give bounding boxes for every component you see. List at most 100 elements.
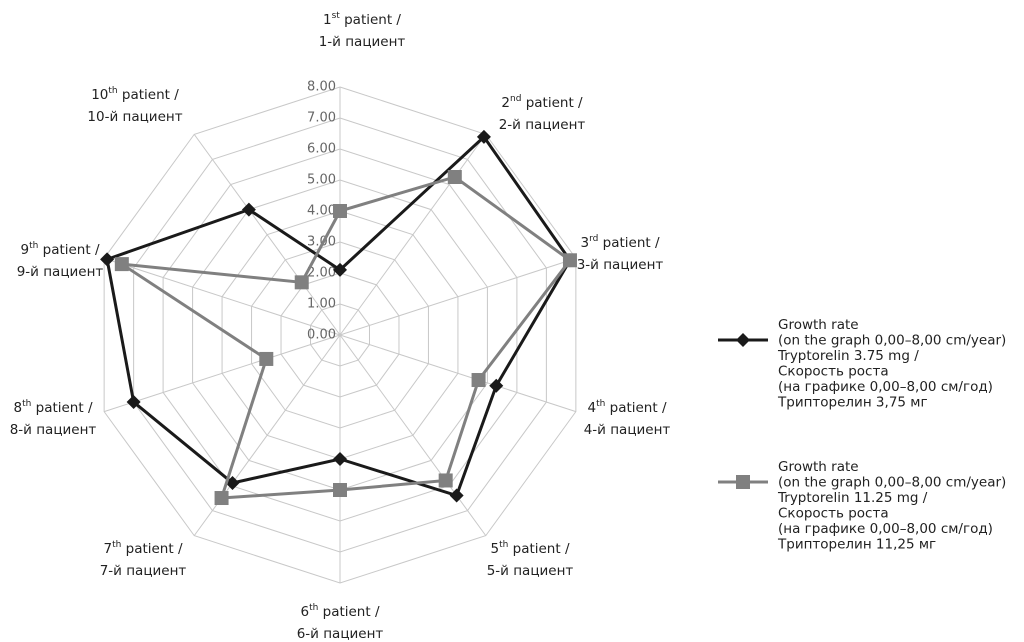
- axis-label-ru: 9-й пациент: [17, 264, 104, 280]
- ordinal: 1: [323, 12, 332, 28]
- ordinal: 9: [21, 242, 30, 258]
- marker: [471, 373, 486, 388]
- ordinal: 8: [14, 400, 23, 416]
- marker: [333, 483, 347, 497]
- ordinal-suffix: rd: [589, 234, 598, 244]
- ordinal-suffix: th: [29, 241, 38, 251]
- spoke: [103, 334, 341, 413]
- axis-label-ru: 10-й пациент: [87, 109, 182, 125]
- series-line: [105, 134, 572, 498]
- axis-label-ru: 7-й пациент: [100, 563, 187, 579]
- marker: [214, 491, 229, 506]
- ordinal-suffix: st: [332, 11, 341, 21]
- spoke: [339, 134, 487, 336]
- legend-label: (на графике 0,00–8,00 см/год): [778, 379, 993, 395]
- axis-label: 1st patient /: [323, 11, 401, 29]
- series-line: [121, 175, 573, 500]
- legend-label: (on the graph 0,00–8,00 cm/year): [778, 475, 1006, 491]
- ordinal-suffix: th: [112, 540, 121, 550]
- legend-label: Трипторелин 3,75 мг: [777, 395, 928, 411]
- axis-label: 4th patient /: [588, 399, 667, 417]
- marker: [259, 351, 274, 366]
- legend-label: Tryptorelin 11.25 mg /: [777, 490, 928, 506]
- legend-marker: [736, 333, 750, 347]
- ordinal: 4: [588, 400, 597, 416]
- y-tick-label: 7.00: [307, 111, 336, 126]
- ordinal-suffix: th: [108, 86, 117, 96]
- axis-label-en: patient /: [605, 400, 667, 416]
- axis-label-ru: 2-й пациент: [499, 117, 586, 133]
- marker: [333, 204, 347, 218]
- ordinal: 3: [580, 235, 589, 251]
- ordinal-suffix: nd: [510, 94, 521, 104]
- legend-label: Tryptorelin 3.75 mg /: [777, 348, 919, 364]
- axis-label-en: patient /: [521, 95, 583, 111]
- marker: [241, 202, 256, 217]
- axis-label: 6th patient /: [301, 603, 380, 621]
- axis-label-en: patient /: [121, 541, 183, 557]
- spoke: [339, 334, 577, 413]
- axis-label-ru: 1-й пациент: [319, 34, 406, 50]
- y-tick-label: 5.00: [307, 173, 336, 188]
- ordinal: 5: [491, 541, 500, 557]
- axis-label: 2nd patient /: [501, 94, 583, 112]
- y-tick-label: 2.00: [307, 266, 336, 281]
- axis-label-ru: 3-й пациент: [577, 257, 664, 273]
- marker: [294, 275, 309, 290]
- axis-label: 7th patient /: [104, 540, 183, 558]
- marker: [333, 452, 347, 466]
- ordinal: 6: [301, 604, 310, 620]
- y-tick-label: 1.00: [307, 297, 336, 312]
- marker: [100, 252, 115, 267]
- ordinal: 2: [501, 95, 510, 111]
- ordinal-suffix: th: [596, 399, 605, 409]
- axis-label-ru: 5-й пациент: [487, 563, 574, 579]
- marker: [476, 129, 491, 144]
- legend-label: Growth rate: [778, 317, 859, 333]
- axis-label: 3rd patient /: [580, 234, 659, 252]
- spoke: [103, 257, 341, 336]
- axis-label: 9th patient /: [21, 241, 100, 259]
- marker: [447, 169, 462, 184]
- marker: [489, 378, 504, 393]
- marker: [114, 257, 129, 272]
- legend-label: Скорость роста: [778, 364, 889, 380]
- axis-label: 5th patient /: [491, 540, 570, 558]
- legend-label: Скорость роста: [778, 506, 889, 522]
- axis-label-en: patient /: [38, 242, 100, 258]
- marker: [126, 395, 141, 410]
- marker: [438, 473, 453, 488]
- axis-label-en: patient /: [118, 87, 180, 103]
- y-tick-label: 6.00: [307, 142, 336, 157]
- legend-marker: [736, 475, 750, 489]
- y-tick-label: 8.00: [307, 80, 336, 95]
- marker: [333, 262, 347, 277]
- axis-label-ru: 6-й пациент: [297, 626, 384, 642]
- ordinal-suffix: th: [499, 540, 508, 550]
- axis-label: 10th patient /: [91, 86, 179, 104]
- spoke: [193, 134, 341, 336]
- marker: [449, 488, 464, 503]
- y-tick-label: 0.00: [307, 328, 336, 343]
- spoke: [339, 334, 487, 536]
- ordinal: 10: [91, 87, 108, 103]
- legend-label: (on the graph 0,00–8,00 cm/year): [778, 333, 1006, 349]
- axis-label-ru: 8-й пациент: [10, 422, 97, 438]
- axis-label-en: patient /: [318, 604, 380, 620]
- ordinal-suffix: th: [309, 603, 318, 613]
- legend-label: (на графике 0,00–8,00 см/год): [778, 521, 993, 537]
- spoke: [339, 257, 577, 336]
- ordinal: 7: [104, 541, 113, 557]
- marker: [562, 253, 577, 268]
- legend-label: Growth rate: [778, 459, 859, 475]
- axis-label-en: patient /: [598, 235, 660, 251]
- axis-label-en: patient /: [31, 400, 93, 416]
- axis-label: 8th patient /: [14, 399, 93, 417]
- ordinal-suffix: th: [22, 399, 31, 409]
- y-tick-label: 4.00: [307, 204, 336, 219]
- y-tick-label: 3.00: [307, 235, 336, 250]
- legend-label: Трипторелин 11,25 мг: [777, 537, 936, 553]
- axis-label-ru: 4-й пациент: [584, 422, 671, 438]
